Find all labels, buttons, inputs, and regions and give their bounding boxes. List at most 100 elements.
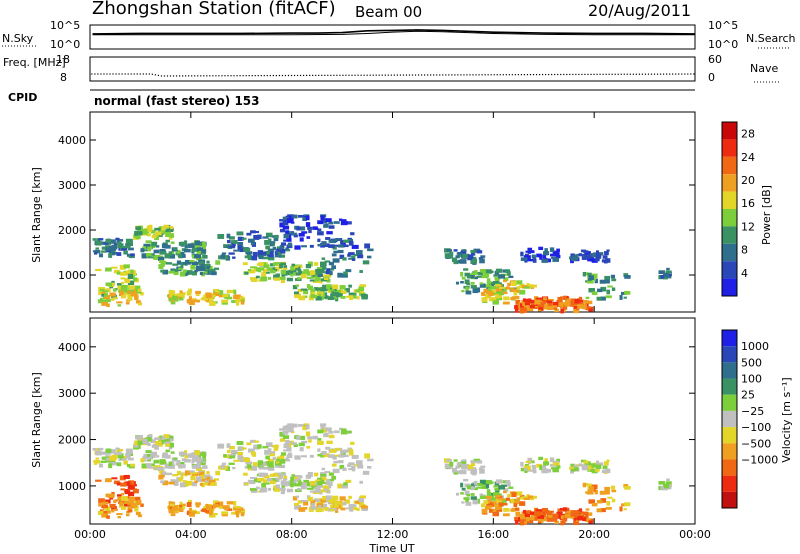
velocity-echo bbox=[142, 459, 149, 462]
velocity-echo bbox=[258, 472, 264, 477]
velocity-echo bbox=[186, 502, 192, 507]
power-echo bbox=[167, 226, 174, 230]
frequency-dot bbox=[357, 74, 359, 76]
velocity-echo bbox=[323, 488, 329, 491]
velocity-echo bbox=[188, 512, 195, 517]
velocity-echo bbox=[116, 513, 123, 516]
power-echo bbox=[303, 269, 309, 273]
power-echo bbox=[290, 266, 294, 271]
velocity-echo bbox=[327, 501, 332, 505]
colorbar-tick-label: 20 bbox=[741, 174, 755, 187]
power-echo bbox=[598, 252, 604, 256]
velocity-echo bbox=[191, 511, 198, 514]
velocity-echo bbox=[611, 489, 617, 493]
power-echo bbox=[604, 251, 609, 256]
power-echo bbox=[484, 294, 491, 298]
velocity-echo bbox=[511, 500, 519, 504]
power-echo bbox=[518, 285, 524, 289]
power-echo bbox=[521, 308, 527, 312]
power-echo bbox=[310, 288, 316, 294]
velocity-echo bbox=[485, 479, 492, 485]
power-echo bbox=[355, 289, 361, 293]
power-echo bbox=[127, 290, 131, 294]
power-echo bbox=[326, 268, 331, 272]
velocity-echo bbox=[140, 503, 144, 507]
velocity-echo bbox=[471, 462, 475, 466]
velocity-echo bbox=[591, 484, 598, 490]
power-echo bbox=[191, 298, 197, 301]
velocity-echo bbox=[188, 499, 192, 504]
velocity-echo bbox=[519, 501, 526, 506]
power-echo bbox=[485, 273, 490, 278]
velocity-echo bbox=[275, 477, 282, 480]
frequency-dot bbox=[127, 73, 129, 75]
power-echo bbox=[168, 254, 176, 259]
y-tick-label: 3000 bbox=[58, 179, 86, 192]
velocity-echo bbox=[167, 436, 174, 442]
power-echo bbox=[176, 249, 181, 255]
velocity-echo bbox=[113, 452, 118, 456]
velocity-echo bbox=[283, 459, 291, 462]
velocity-echo bbox=[279, 455, 285, 459]
power-echo bbox=[582, 271, 586, 277]
frequency-dot bbox=[315, 74, 317, 77]
power-echo bbox=[606, 249, 610, 252]
power-echo bbox=[345, 269, 352, 273]
power-echo bbox=[199, 261, 204, 265]
velocity-echo bbox=[159, 470, 165, 474]
velocity-echo bbox=[147, 466, 154, 469]
power-echo bbox=[526, 307, 534, 312]
power-echo bbox=[325, 237, 331, 240]
frequency-dot bbox=[614, 73, 616, 75]
power-echo bbox=[511, 281, 517, 286]
velocity-echo bbox=[137, 440, 143, 445]
velocity-echo bbox=[272, 456, 277, 461]
velocity-echo bbox=[460, 482, 464, 488]
velocity-echo bbox=[552, 467, 559, 473]
power-echo bbox=[274, 262, 281, 265]
frequency-dot bbox=[230, 75, 232, 77]
velocity-echo bbox=[151, 444, 157, 448]
velocity-echo bbox=[320, 424, 325, 430]
power-echo bbox=[315, 268, 321, 272]
power-echo bbox=[201, 266, 209, 272]
power-echo bbox=[266, 267, 273, 271]
velocity-echo bbox=[320, 473, 327, 477]
power-echo bbox=[329, 239, 337, 244]
power-echo bbox=[173, 270, 179, 276]
velocity-echo bbox=[494, 505, 500, 511]
velocity-echo bbox=[294, 476, 299, 480]
power-echo bbox=[191, 299, 198, 303]
velocity-echo bbox=[355, 460, 363, 466]
power-echo bbox=[233, 289, 237, 295]
velocity-echo bbox=[229, 455, 236, 459]
power-echo bbox=[298, 295, 306, 301]
velocity-echo bbox=[318, 505, 322, 508]
power-echo bbox=[309, 270, 316, 275]
velocity-echo bbox=[317, 506, 323, 509]
power-echo bbox=[294, 266, 299, 269]
power-echo bbox=[309, 279, 317, 282]
velocity-echo bbox=[155, 440, 162, 445]
power-echo bbox=[348, 284, 352, 288]
velocity-echo bbox=[120, 506, 127, 510]
velocity-echo bbox=[521, 520, 527, 524]
power-echo bbox=[544, 248, 548, 253]
power-echo bbox=[552, 305, 558, 309]
power-echo bbox=[222, 294, 229, 298]
power-echo bbox=[542, 254, 547, 259]
power-echo bbox=[301, 245, 308, 248]
power-echo bbox=[155, 231, 162, 236]
velocity-echo bbox=[520, 461, 524, 467]
velocity-echo bbox=[163, 439, 170, 442]
power-echo bbox=[165, 239, 170, 243]
velocity-echo bbox=[113, 499, 117, 504]
frequency-dot bbox=[669, 73, 671, 75]
power-echo bbox=[270, 267, 278, 272]
velocity-echo bbox=[620, 503, 627, 507]
frequency-dot bbox=[430, 74, 432, 76]
frequency-dot bbox=[427, 74, 429, 76]
velocity-echo bbox=[191, 472, 199, 476]
